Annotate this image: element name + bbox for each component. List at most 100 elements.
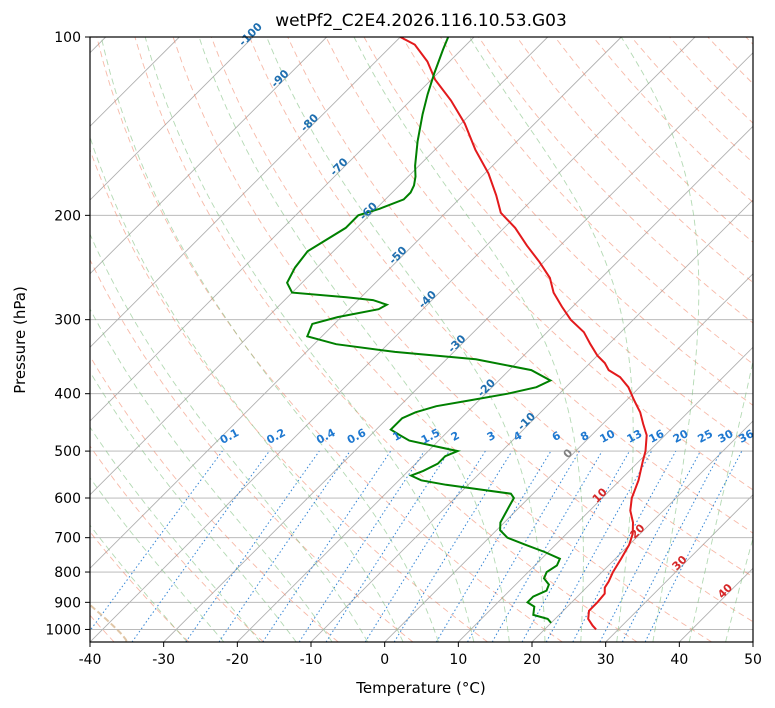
profile-marks (285, 37, 648, 631)
moist-adiabat-line (266, 37, 546, 642)
x-axis-label: Temperature (°C) (355, 679, 485, 697)
dry-adiabat-line (210, 37, 753, 623)
dry-adiabat-line (592, 37, 753, 203)
isotherm-line (90, 37, 254, 201)
dry-adiabat-line (90, 258, 414, 642)
mixing-ratio-line (545, 450, 653, 642)
dry-adiabat-line (90, 148, 488, 642)
y-tick-label: 100 (54, 30, 81, 46)
mixing-ratio-label: 0.4 (314, 426, 338, 447)
dry-adiabat-label: -40 (416, 288, 439, 311)
mixing-ratio-line (131, 450, 270, 642)
moist-adiabat-line (90, 233, 369, 642)
mixing-ratio-line (90, 450, 223, 632)
x-tick-label: 0 (380, 652, 389, 668)
mixing-ratio-line (572, 450, 677, 642)
dry-adiabat-line (172, 37, 712, 642)
dry-adiabat-label: 10 (590, 485, 610, 505)
dry-adiabat-line (707, 37, 753, 85)
moist-adiabat-line (100, 37, 439, 642)
mixing-ratio-label: 6 (550, 429, 563, 444)
mixing-ratio-line (393, 450, 513, 642)
moist-adiabat-line (688, 359, 753, 642)
mixing-ratio-label: 1.5 (419, 426, 442, 447)
mixing-ratio-label: 2 (449, 429, 462, 444)
x-tick-label: 50 (744, 652, 762, 668)
dry-adiabat-line (440, 37, 753, 365)
x-tick-label: -10 (300, 652, 323, 668)
plot-area (90, 37, 753, 642)
y-axis-label: Pressure (hPa) (11, 286, 29, 394)
x-tick-label: 10 (449, 652, 467, 668)
dry-adiabat-label: -70 (327, 155, 350, 178)
moist-adiabat-line (90, 426, 261, 642)
isotherm-line (384, 273, 753, 642)
mixing-ratio-line (325, 450, 450, 642)
mixing-ratio-label: 16 (647, 427, 667, 446)
mixing-ratio-line (364, 450, 486, 642)
isotherm-line (90, 37, 475, 422)
isotherm-line (90, 37, 401, 348)
mixing-ratio-label: 0.6 (345, 426, 369, 447)
moist-adiabat-line (144, 37, 475, 642)
mixing-ratio-label: 0.1 (218, 426, 241, 447)
temperature-profile-line (399, 37, 648, 631)
plot-frame (89, 36, 754, 643)
mixing-ratio-label: 36 (736, 427, 756, 446)
y-tick-label: 700 (54, 531, 81, 547)
dry-adiabat-line (745, 37, 753, 45)
moist-adiabat-line (620, 37, 700, 642)
dry-adiabat-label: 40 (715, 581, 735, 601)
y-tick-label: 200 (54, 208, 81, 224)
dry-adiabat-line (90, 355, 339, 642)
isotherm-line (163, 52, 753, 642)
x-tick-label: 30 (597, 652, 615, 668)
mixing-ratio-line (521, 450, 630, 642)
mixing-ratio-label: 8 (578, 429, 591, 444)
mixing-ratio-line (467, 450, 580, 642)
y-tick-label: 800 (54, 565, 81, 581)
chart-title: wetPf2_C2E4.2026.116.10.53.G03 (275, 11, 567, 31)
mixing-ratio-label: 13 (625, 427, 645, 446)
isotherm-line (605, 494, 753, 642)
isotherm-line (90, 37, 696, 642)
y-tick-label: 1000 (45, 622, 81, 638)
isotherm-line (236, 125, 753, 642)
x-tick-label: -20 (226, 652, 249, 668)
y-axis: 100 200 300 400 500 600 700 800 900 1000 (45, 30, 90, 638)
dry-adiabat-line (96, 37, 563, 642)
dry-adiabat-label: -60 (357, 199, 380, 222)
mixing-ratio-line (218, 450, 351, 642)
mixing-ratio-label: 3 (485, 429, 498, 444)
mixing-ratio-label: 30 (716, 427, 736, 446)
mixing-ratio-label: 25 (695, 427, 715, 446)
x-tick-label: -30 (152, 652, 175, 668)
dry-adiabat-line (516, 37, 753, 283)
isotherm-line (90, 37, 328, 275)
isotherm-line (310, 199, 753, 642)
dry-adiabat-label: -30 (445, 332, 468, 355)
moist-adiabat-line (725, 536, 753, 642)
y-tick-label: 900 (54, 595, 81, 611)
dewpoint-profile-line (285, 37, 562, 624)
x-tick-label: 20 (523, 652, 541, 668)
x-tick-label: 40 (670, 652, 688, 668)
y-tick-label: 500 (54, 444, 81, 460)
mixing-ratio-line (644, 450, 743, 642)
isotherm-line (457, 346, 753, 642)
y-tick-label: 300 (54, 313, 81, 329)
y-tick-label: 400 (54, 387, 81, 403)
moist-adiabat-line (90, 135, 404, 642)
moist-adiabat-line (90, 370, 297, 642)
mixing-ratio-label: 20 (671, 427, 691, 446)
mixing-ratio-line (185, 450, 320, 642)
mixing-ratio-label: 10 (598, 427, 618, 446)
moist-adiabat-line (469, 37, 634, 642)
mixing-ratio-line (262, 450, 392, 642)
x-tick-label: -40 (79, 652, 102, 668)
x-axis: -40 -30 -20 -10 0 10 20 30 40 50 (79, 642, 762, 668)
dry-adiabat-line (249, 37, 753, 578)
dry-adiabat-label: -100 (236, 20, 265, 49)
isotherm-line (678, 567, 753, 642)
